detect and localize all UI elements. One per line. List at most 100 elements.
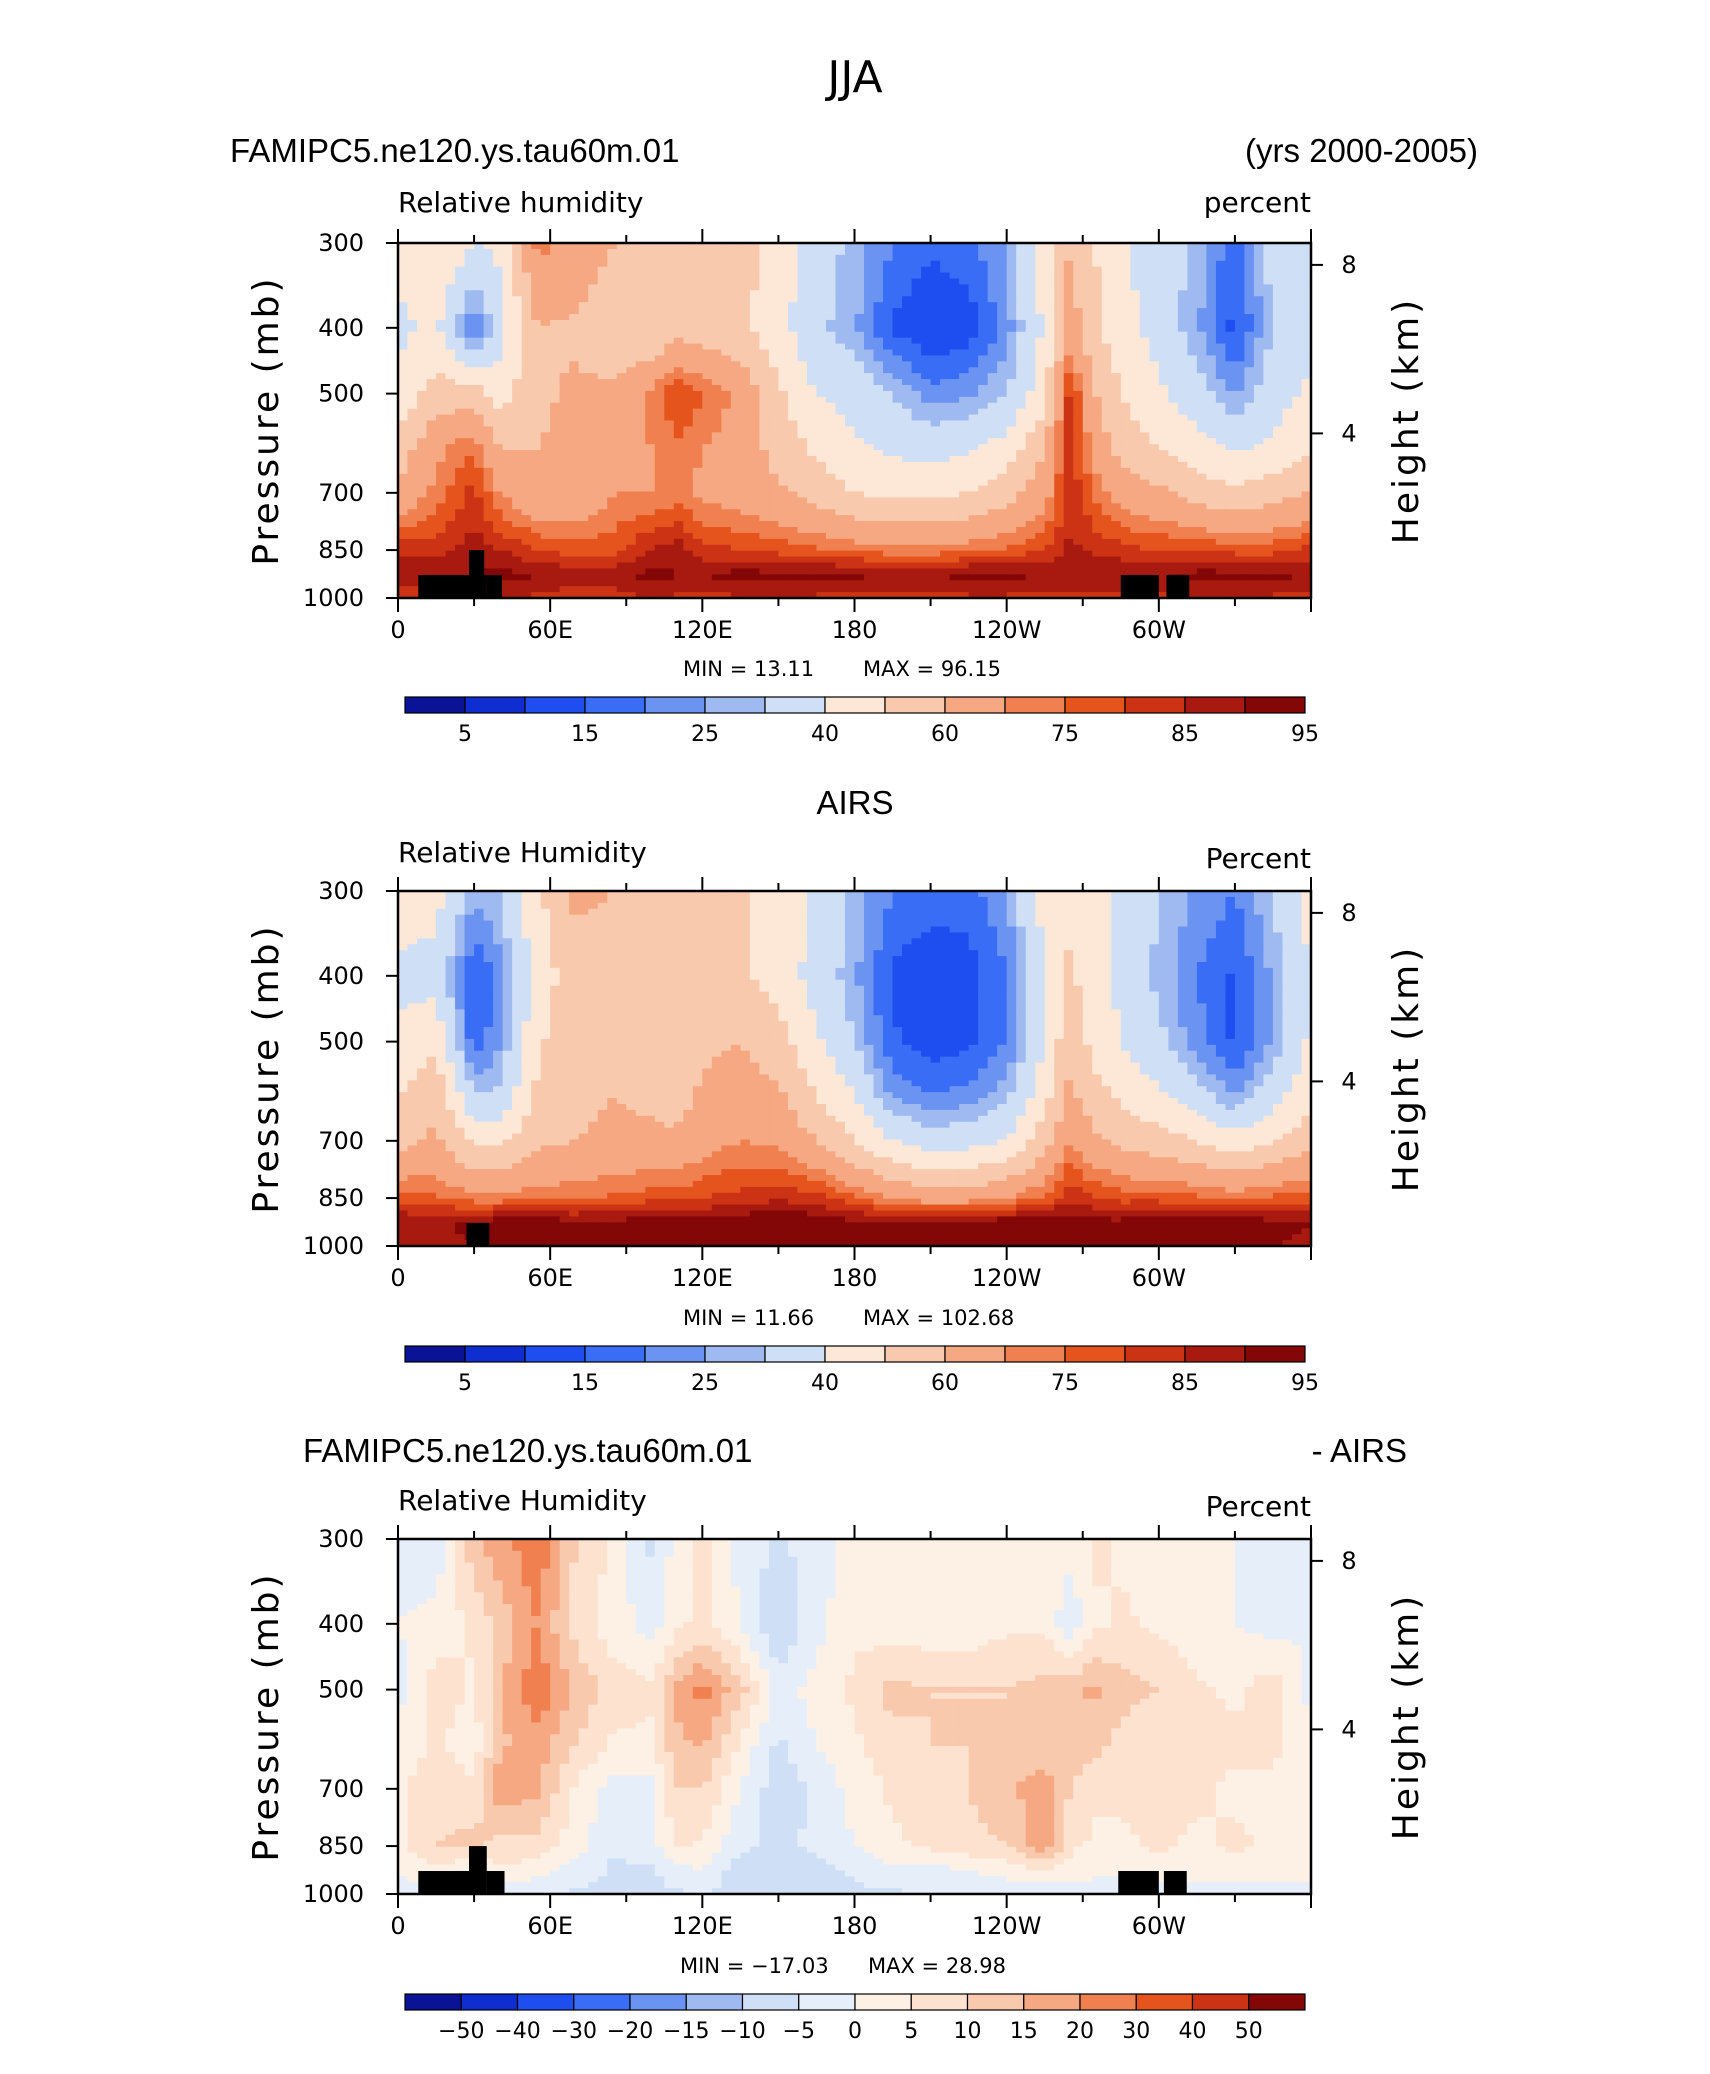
contour-cell <box>997 515 1008 522</box>
contour-cell <box>1263 254 1274 262</box>
contour-cell <box>1253 278 1265 286</box>
contour-cell <box>597 444 608 451</box>
contour-cell <box>1253 456 1265 463</box>
contour-cell <box>940 337 951 345</box>
contour-cell <box>864 373 875 380</box>
contour-cell <box>597 438 608 445</box>
contour-cell <box>654 337 665 345</box>
contour-cell <box>1139 450 1150 457</box>
contour-cell <box>806 396 818 404</box>
contour-cell <box>949 343 960 351</box>
contour-cell <box>1196 302 1207 309</box>
contour-cell <box>883 314 894 321</box>
contour-cell <box>1177 402 1188 410</box>
contour-cell <box>569 396 580 404</box>
contour-cell <box>664 319 675 327</box>
contour-cell <box>426 396 437 404</box>
contour-cell <box>683 497 694 504</box>
contour-cell <box>730 361 741 368</box>
contour-cell <box>626 373 637 380</box>
contour-cell <box>407 349 418 357</box>
contour-cell <box>1149 390 1160 398</box>
contour-cell <box>1272 266 1284 274</box>
contour-cell <box>1016 337 1027 345</box>
contour-cell <box>1082 461 1093 469</box>
contour-cell <box>569 379 580 386</box>
contour-cell <box>940 379 951 386</box>
contour-cell <box>1168 260 1179 268</box>
contour-cell <box>483 331 494 339</box>
contour-cell <box>1244 479 1255 487</box>
contour-cell <box>759 402 770 410</box>
contour-cell <box>683 479 694 487</box>
contour-cell <box>455 278 466 286</box>
contour-cell <box>1044 248 1055 256</box>
contour-cell <box>730 544 741 552</box>
contour-cell <box>512 278 523 286</box>
contour-cell <box>1215 461 1227 469</box>
contour-cell <box>1035 308 1046 315</box>
contour-cell <box>1225 456 1236 463</box>
contour-cell <box>921 248 932 256</box>
contour-cell <box>787 367 799 374</box>
contour-cell <box>550 450 561 457</box>
contour-cell <box>626 367 637 374</box>
contour-cell <box>1234 479 1246 487</box>
contour-cell <box>654 390 665 398</box>
contour-cell <box>1206 355 1217 362</box>
contour-cell <box>702 426 713 433</box>
contour-cell <box>1063 319 1074 327</box>
contour-cell <box>759 355 770 362</box>
contour-cell <box>930 521 941 528</box>
contour-cell <box>521 527 532 534</box>
contour-cell <box>902 367 913 374</box>
contour-cell <box>455 272 466 280</box>
contour-cell <box>987 485 998 493</box>
contour-cell <box>987 408 998 416</box>
contour-cell <box>512 527 523 534</box>
contour-cell <box>854 373 865 380</box>
contour-cell <box>426 532 437 540</box>
contour-cell <box>1054 302 1065 309</box>
contour-cell <box>635 367 646 374</box>
contour-cell <box>1016 308 1027 315</box>
contour-cell <box>987 509 998 516</box>
contour-cell <box>673 461 684 469</box>
contour-cell <box>1168 527 1179 534</box>
contour-cell <box>1272 408 1284 416</box>
contour-cell <box>654 319 665 327</box>
contour-cell <box>873 266 884 274</box>
contour-cell <box>635 379 646 386</box>
contour-cell <box>844 379 856 386</box>
contour-cell <box>521 456 532 463</box>
contour-cell <box>806 272 818 280</box>
contour-cell <box>626 515 637 522</box>
contour-cell <box>407 521 418 528</box>
contour-cell <box>873 254 884 262</box>
contour-cell <box>978 325 989 333</box>
contour-cell <box>559 248 570 256</box>
contour-cell <box>978 266 989 274</box>
contour-cell <box>1073 432 1084 439</box>
contour-cell <box>1206 296 1217 303</box>
contour-cell <box>521 308 532 315</box>
contour-cell <box>436 491 447 499</box>
contour-cell <box>692 373 703 380</box>
contour-cell <box>987 254 998 262</box>
contour-cell <box>1101 296 1112 303</box>
contour-cell <box>1206 538 1217 546</box>
contour-cell <box>749 302 760 309</box>
contour-cell <box>1158 532 1169 540</box>
contour-cell <box>1044 515 1055 522</box>
contour-cell <box>1263 373 1274 380</box>
contour-cell <box>521 515 532 522</box>
contour-cell <box>968 367 979 374</box>
contour-cell <box>711 444 722 451</box>
contour-cell <box>883 302 894 309</box>
contour-cell <box>1234 266 1246 274</box>
contour-cell <box>521 432 532 439</box>
contour-cell <box>711 390 722 398</box>
contour-cell <box>883 408 894 416</box>
contour-cell <box>635 467 646 475</box>
contour-cell <box>883 479 894 487</box>
